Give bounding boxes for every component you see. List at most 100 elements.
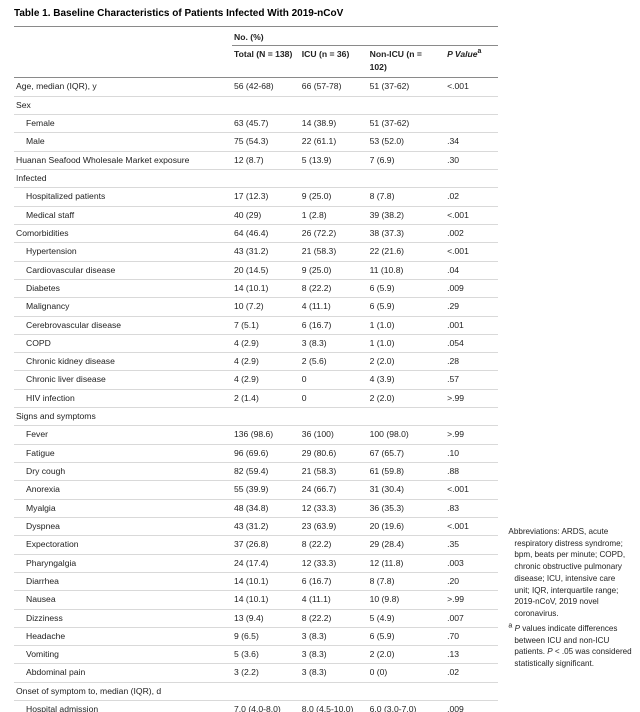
cell-value: 14 (10.1) [232,572,300,590]
superheader-no-pct: No. (%) [232,27,445,46]
cell-value: 26 (72.2) [300,224,368,242]
cell-pvalue: .30 [445,151,498,169]
cell-pvalue: >.99 [445,591,498,609]
cell-value: 20 (19.6) [368,517,446,535]
table-row: Chronic kidney disease4 (2.9)2 (5.6)2 (2… [14,353,498,371]
col-icu: ICU (n = 36) [300,46,368,78]
cell-value: 12 (11.8) [368,554,446,572]
cell-pvalue: .57 [445,371,498,389]
cell-value: 4 (2.9) [232,371,300,389]
cell-value: 38 (37.3) [368,224,446,242]
table-row: Expectoration37 (26.8)8 (22.2)29 (28.4).… [14,536,498,554]
cell-value: 37 (26.8) [232,536,300,554]
cell-value: 36 (100) [300,426,368,444]
table-row: Diarrhea14 (10.1)6 (16.7)8 (7.8).20 [14,572,498,590]
cell-value: 8 (22.2) [300,279,368,297]
cell-value [300,408,368,426]
cell-value: 67 (65.7) [368,444,446,462]
cell-value: 9 (6.5) [232,627,300,645]
table-body: Age, median (IQR), y56 (42-68)66 (57-78)… [14,78,498,712]
cell-value: 29 (80.6) [300,444,368,462]
cell-value: 64 (46.4) [232,224,300,242]
cell-value: 7.0 (4.0-8.0) [232,701,300,712]
row-label: Fever [14,426,232,444]
table-container: Table 1. Baseline Characteristics of Pat… [14,6,498,712]
table-row: Medical staff40 (29)1 (2.8)39 (38.2)<.00… [14,206,498,224]
cell-value: 22 (21.6) [368,243,446,261]
cell-value: 8 (22.2) [300,609,368,627]
cell-value: 12 (33.3) [300,554,368,572]
cell-value [300,96,368,114]
cell-value: 9 (25.0) [300,188,368,206]
row-label: Sex [14,96,232,114]
row-label: Abdominal pain [14,664,232,682]
cell-value: 11 (10.8) [368,261,446,279]
cell-value: 3 (8.3) [300,646,368,664]
cell-value: 24 (17.4) [232,554,300,572]
cell-pvalue: <.001 [445,243,498,261]
row-label: Female [14,115,232,133]
table-row: Dyspnea43 (31.2)23 (63.9)20 (19.6)<.001 [14,517,498,535]
row-label: Diarrhea [14,572,232,590]
cell-pvalue: .70 [445,627,498,645]
cell-value: 0 [300,371,368,389]
row-label: Cardiovascular disease [14,261,232,279]
cell-value: 17 (12.3) [232,188,300,206]
cell-value: 2 (1.4) [232,389,300,407]
cell-pvalue: .02 [445,188,498,206]
cell-value: 5 (3.6) [232,646,300,664]
cell-pvalue [445,170,498,188]
baseline-characteristics-table: Table 1. Baseline Characteristics of Pat… [14,6,498,712]
cell-value: 22 (61.1) [300,133,368,151]
cell-value: 40 (29) [232,206,300,224]
cell-value: 6 (5.9) [368,298,446,316]
cell-value: 2 (2.0) [368,646,446,664]
cell-value: 12 (8.7) [232,151,300,169]
table-row: Female63 (45.7)14 (38.9)51 (37-62) [14,115,498,133]
cell-value: 51 (37-62) [368,115,446,133]
cell-pvalue [445,115,498,133]
cell-value: 43 (31.2) [232,517,300,535]
cell-value: 6 (16.7) [300,572,368,590]
table-row: Cardiovascular disease20 (14.5)9 (25.0)1… [14,261,498,279]
table-row: Pharyngalgia24 (17.4)12 (33.3)12 (11.8).… [14,554,498,572]
table-caption: Table 1. Baseline Characteristics of Pat… [14,6,498,27]
cell-value: 14 (38.9) [300,115,368,133]
row-label: Dyspnea [14,517,232,535]
table-row: Infected [14,170,498,188]
table-row: Hypertension43 (31.2)21 (58.3)22 (21.6)<… [14,243,498,261]
cell-value: 100 (98.0) [368,426,446,444]
col-empty [14,46,232,78]
cell-value: 7 (5.1) [232,316,300,334]
table-row: Abdominal pain3 (2.2)3 (8.3)0 (0).02 [14,664,498,682]
row-label: Male [14,133,232,151]
cell-pvalue: >.99 [445,426,498,444]
table-row: Nausea14 (10.1)4 (11.1)10 (9.8)>.99 [14,591,498,609]
cell-pvalue: .35 [445,536,498,554]
cell-pvalue: .83 [445,499,498,517]
row-label: COPD [14,334,232,352]
table-row: Dry cough82 (59.4)21 (58.3)61 (59.8).88 [14,463,498,481]
cell-pvalue: .003 [445,554,498,572]
cell-value: 1 (1.0) [368,334,446,352]
row-label: Hospitalized patients [14,188,232,206]
row-label: HIV infection [14,389,232,407]
cell-value: 51 (37-62) [368,78,446,96]
cell-value: 12 (33.3) [300,499,368,517]
cell-value: 6 (16.7) [300,316,368,334]
cell-value: 21 (58.3) [300,463,368,481]
col-pvalue: P Valuea [445,46,498,78]
table-row: Anorexia55 (39.9)24 (66.7)31 (30.4)<.001 [14,481,498,499]
row-label: Signs and symptoms [14,408,232,426]
table-header: No. (%) Total (N = 138) ICU (n = 36) Non… [14,27,498,78]
row-label: Cerebrovascular disease [14,316,232,334]
table-row: Hospital admission7.0 (4.0-8.0)8.0 (4.5-… [14,701,498,712]
cell-value: 6.0 (3.0-7.0) [368,701,446,712]
row-label: Headache [14,627,232,645]
row-label: Comorbidities [14,224,232,242]
table-row: Dizziness13 (9.4)8 (22.2)5 (4.9).007 [14,609,498,627]
cell-value: 8 (7.8) [368,572,446,590]
cell-pvalue: .007 [445,609,498,627]
cell-value: 29 (28.4) [368,536,446,554]
cell-pvalue: .34 [445,133,498,151]
